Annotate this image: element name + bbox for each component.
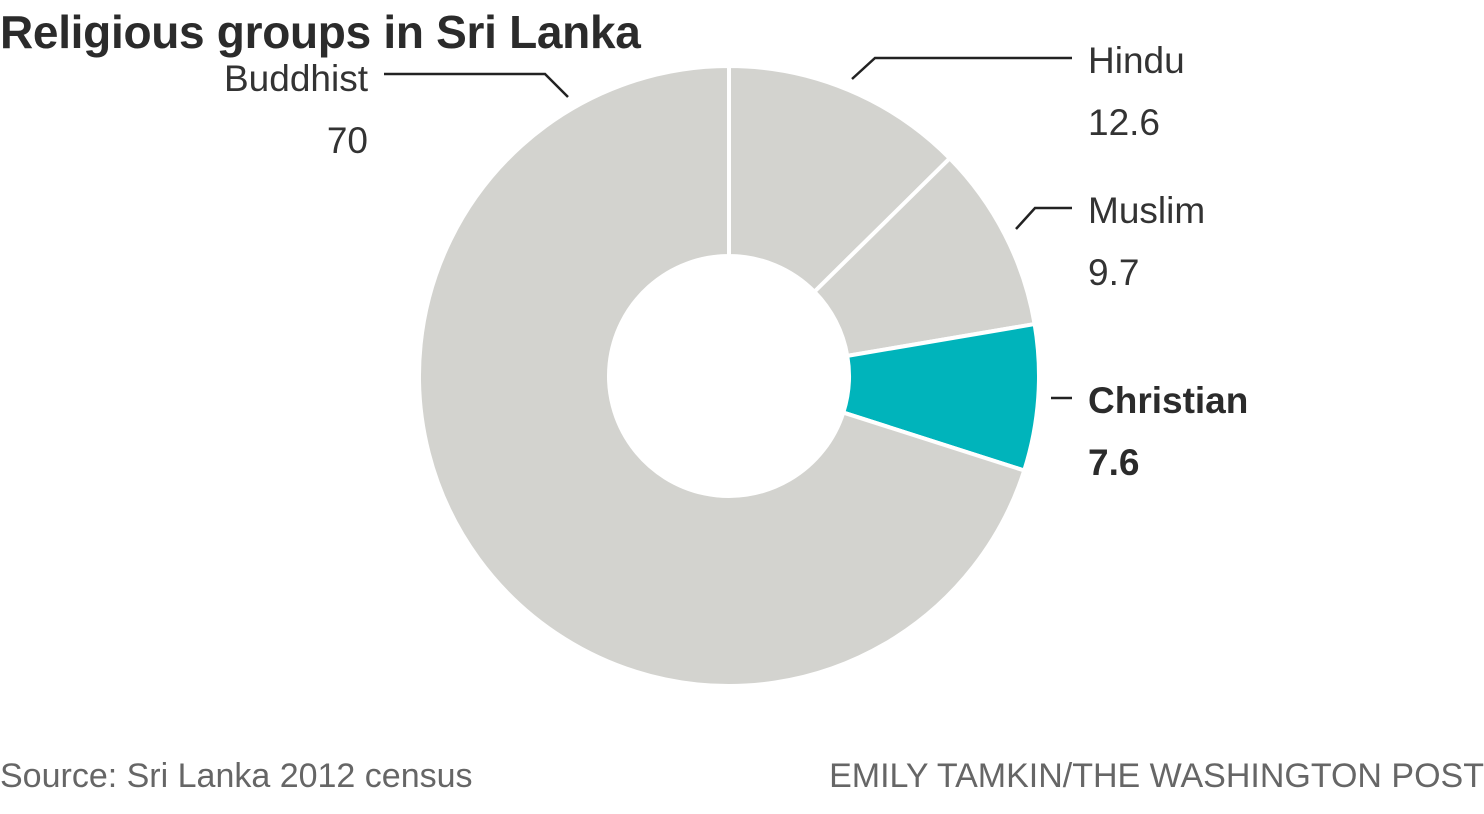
category-label-hindu: Hindu [1088,40,1185,81]
value-label-buddhist: 70 [327,120,368,161]
source-note: Source: Sri Lanka 2012 census [0,757,473,795]
value-label-hindu: 12.6 [1088,102,1160,143]
category-label-christian: Christian [1088,380,1248,421]
leader-line-muslim [1015,206,1072,230]
value-label-christian: 7.6 [1088,442,1139,483]
chart-title: Religious groups in Sri Lanka [0,6,641,58]
slice-labels: Hindu 12.6 Muslim 9.7 Christian 7.6 Buddhist 70 [224,40,1248,483]
slice-buddhist [417,64,1027,688]
category-label-muslim: Muslim [1088,190,1205,231]
leader-line-buddhist [384,72,569,98]
credit-line: EMILY TAMKIN/THE WASHINGTON POST [829,757,1484,795]
slice-hindu [727,64,952,294]
donut-slices [417,64,1041,688]
category-label-buddhist: Buddhist [224,58,369,99]
value-label-muslim: 9.7 [1088,252,1139,293]
leader-line-hindu [851,56,1072,80]
